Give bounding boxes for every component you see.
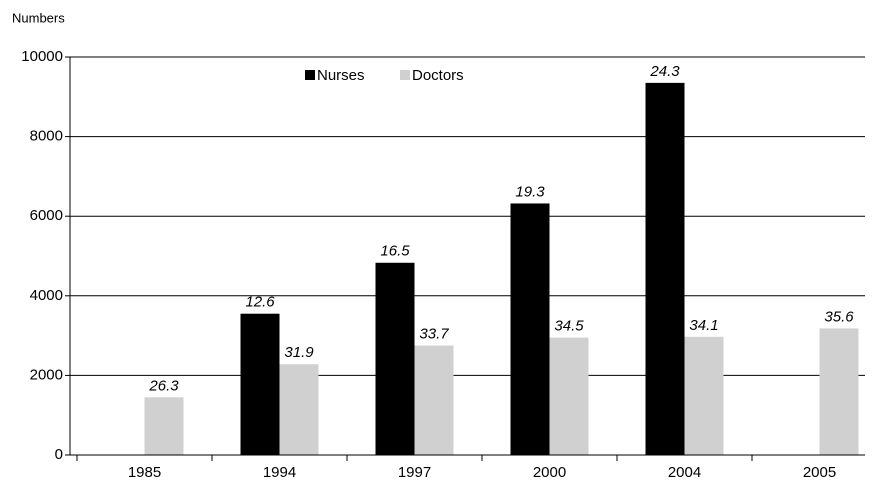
data-label: 35.6 [824,308,854,325]
y-tick-label: 0 [55,446,63,463]
y-tick-label: 2000 [30,366,63,383]
legend-swatch [305,70,315,80]
y-tick-label: 6000 [30,207,63,224]
bar [279,364,319,455]
x-tick-label: 1997 [398,464,431,481]
bar [414,345,454,455]
bar [510,203,550,455]
x-tick-label: 2005 [803,464,836,481]
data-label: 19.3 [515,183,545,200]
bar [375,262,415,455]
legend-label: Nurses [317,67,365,84]
y-tick-label: 4000 [30,287,63,304]
data-label: 16.5 [380,243,410,260]
x-tick-label: 2000 [533,464,566,481]
data-label: 33.7 [419,326,449,343]
bar [144,397,184,455]
data-label: 24.3 [649,63,680,80]
y-tick-label: 10000 [21,48,63,65]
legend-label: Doctors [412,67,464,84]
data-label: 34.1 [689,317,718,334]
x-tick-label: 2004 [668,464,701,481]
bar [819,328,859,455]
x-tick-label: 1994 [263,464,296,481]
legend-swatch [400,70,410,80]
bar [684,336,724,455]
data-label: 12.6 [245,294,275,311]
bar [549,337,589,455]
bar [240,313,280,455]
data-label: 26.3 [148,377,179,394]
x-tick-label: 1985 [128,464,161,481]
y-axis-label: Numbers [12,10,65,25]
data-label: 31.9 [284,344,314,361]
y-tick-label: 8000 [30,128,63,145]
bar [645,82,685,456]
data-label: 34.5 [554,318,584,335]
